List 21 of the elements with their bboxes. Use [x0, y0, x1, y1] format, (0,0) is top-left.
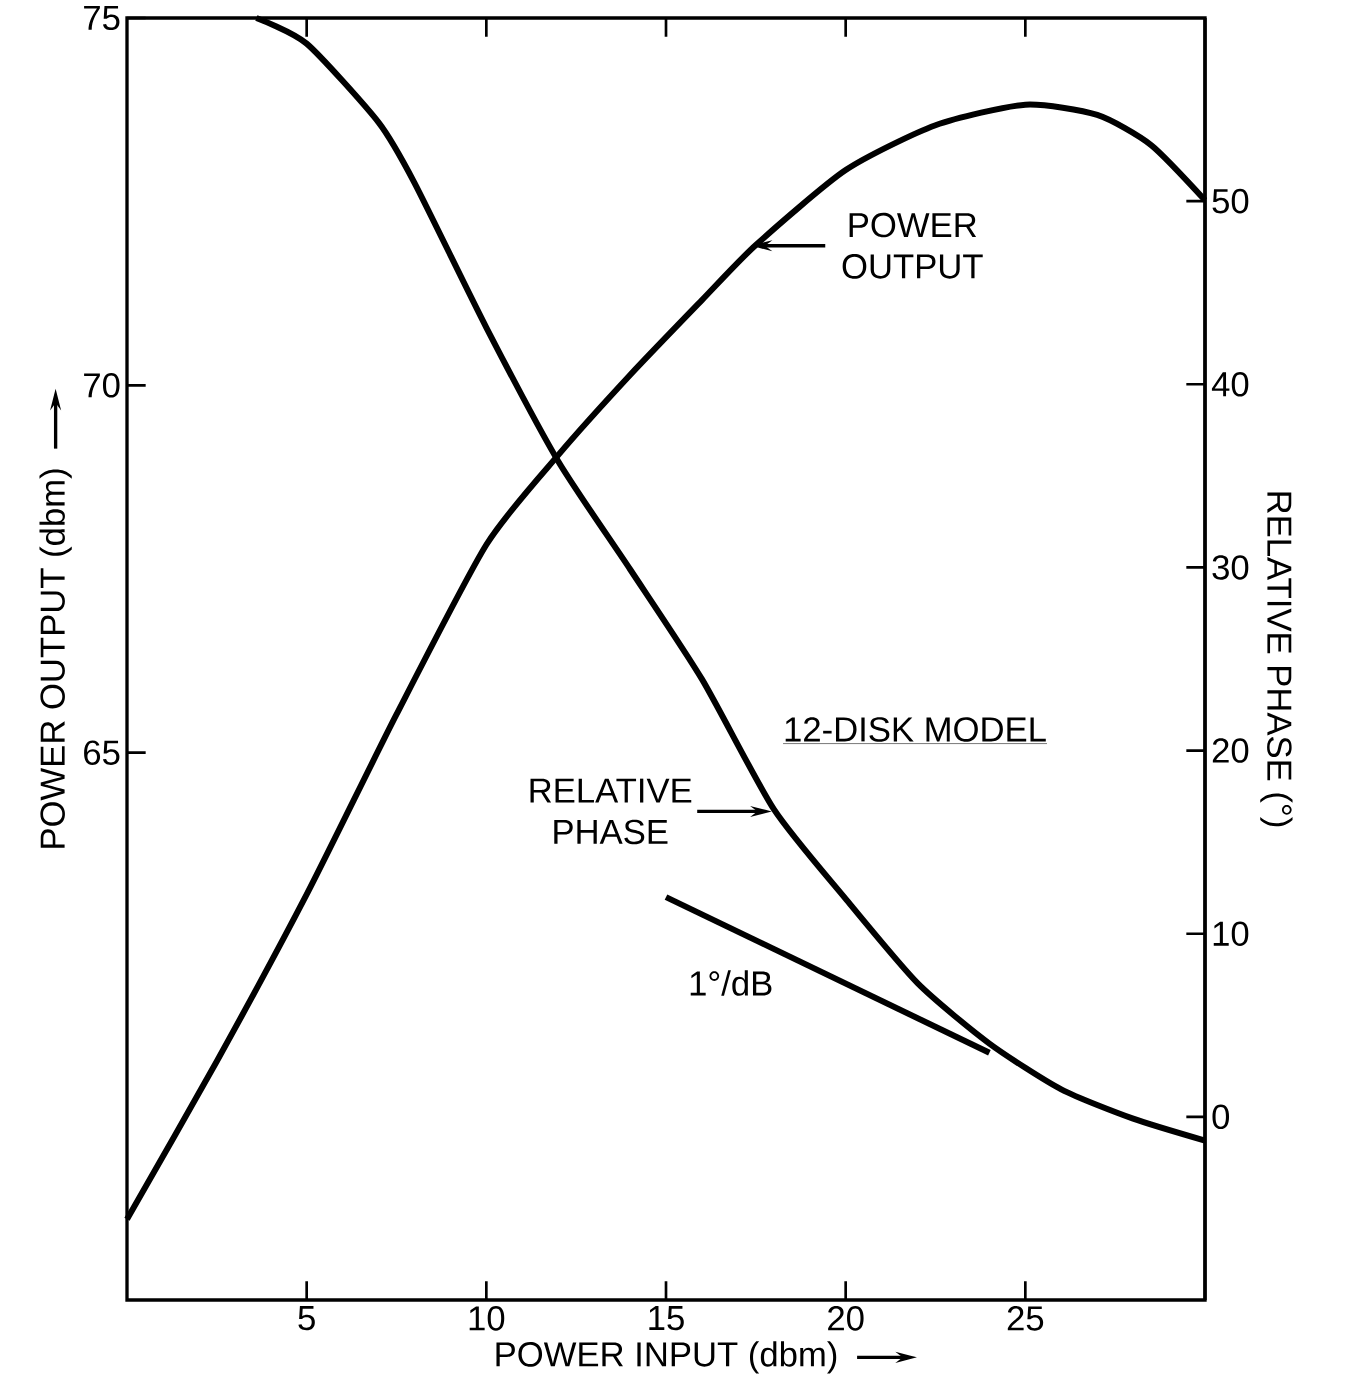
x-axis-title: POWER INPUT (dbm)	[496, 1341, 837, 1374]
y2-tick-label: 10	[1213, 921, 1249, 946]
x-tick-label: 20	[828, 1306, 864, 1331]
annotation: 12-DISK MODEL	[785, 717, 1046, 742]
y2-tick-label: 0	[1212, 1104, 1230, 1130]
annotation: POWER OUTPUT	[842, 212, 983, 279]
x-tick-label: 10	[469, 1306, 505, 1331]
y-tick-label: 65	[84, 740, 120, 765]
y-tick-label: 70	[84, 373, 120, 398]
y-tick-label: 75	[84, 5, 120, 31]
y2-tick-label: 30	[1212, 555, 1249, 580]
y-axis-title: POWER OUTPUT (dbm)	[39, 469, 72, 848]
y2-tick-label: 50	[1212, 188, 1249, 214]
y2-axis-title: RELATIVE PHASE (°)	[1260, 492, 1293, 827]
series-label: 1°/dB	[690, 970, 772, 996]
y2-tick-label: 40	[1211, 372, 1249, 397]
x-tick-label: 5	[298, 1306, 315, 1331]
y2-tick-label: 20	[1212, 738, 1249, 763]
x-tick-label: 25	[1007, 1306, 1044, 1331]
annotation: RELATIVE PHASE	[530, 778, 692, 845]
x-tick-label: 15	[649, 1306, 684, 1331]
